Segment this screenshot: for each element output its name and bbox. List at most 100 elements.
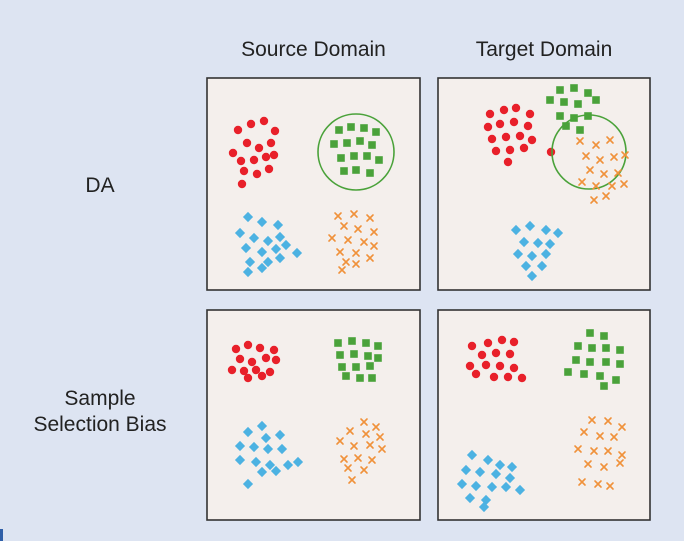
blue-class-point [456, 478, 468, 490]
blue-class-point [494, 459, 506, 471]
red-class-point [487, 134, 497, 144]
panel-da-target [437, 77, 651, 291]
orange-class-point [346, 427, 354, 435]
orange-class-point [344, 464, 352, 472]
blue-class-point [466, 449, 478, 461]
orange-class-point [366, 214, 374, 222]
red-class-point [525, 109, 535, 119]
red-class-point [233, 125, 243, 135]
orange-class-point [604, 417, 612, 425]
blue-class-point [504, 472, 516, 484]
red-class-point [489, 372, 499, 382]
orange-class-point [366, 441, 374, 449]
orange-class-point [372, 423, 380, 431]
blue-class-point [470, 480, 482, 492]
green-class-point [572, 356, 580, 364]
red-class-point [477, 350, 487, 360]
sample-selection-bias-label-line1: Sample [64, 387, 136, 410]
orange-class-point [592, 141, 600, 149]
orange-class-point [588, 416, 596, 424]
orange-class-point [576, 137, 584, 145]
blue-class-point [234, 454, 246, 466]
red-class-point [523, 121, 533, 131]
blue-class-point [490, 468, 502, 480]
orange-class-point [352, 260, 360, 268]
green-class-point [342, 372, 350, 380]
red-class-point [509, 337, 519, 347]
red-class-point [515, 131, 525, 141]
red-class-point [231, 344, 241, 354]
green-class-point [564, 368, 572, 376]
green-class-point [350, 350, 358, 358]
orange-class-point [621, 151, 629, 159]
blue-class-point [520, 260, 532, 272]
orange-class-point [366, 254, 374, 262]
blue-class-point [506, 461, 518, 473]
orange-class-point [360, 466, 368, 474]
red-class-point [266, 138, 276, 148]
green-class-point [616, 360, 624, 368]
blue-class-point [274, 429, 286, 441]
red-class-point [264, 164, 274, 174]
green-class-point [560, 98, 568, 106]
orange-class-point [350, 210, 358, 218]
orange-class-point [354, 225, 362, 233]
orange-class-point [370, 242, 378, 250]
red-class-point [509, 363, 519, 373]
blue-class-point [291, 247, 303, 259]
blue-class-point [256, 262, 268, 274]
red-class-point [271, 355, 281, 365]
orange-class-point [616, 459, 624, 467]
green-class-point [556, 86, 564, 94]
green-class-point [337, 154, 345, 162]
green-class-point [596, 372, 604, 380]
panel-bias-target [437, 309, 651, 521]
orange-class-point [618, 423, 626, 431]
blue-class-point [242, 426, 254, 438]
green-class-point [562, 122, 570, 130]
green-class-point [374, 354, 382, 362]
blue-class-point [250, 456, 262, 468]
orange-class-point [590, 447, 598, 455]
orange-class-point [344, 236, 352, 244]
orange-class-point [606, 482, 614, 490]
blue-class-point [264, 459, 276, 471]
blue-class-point [486, 481, 498, 493]
green-class-point [374, 342, 382, 350]
orange-class-point [582, 152, 590, 160]
green-class-point [574, 100, 582, 108]
green-class-point [338, 363, 346, 371]
orange-class-point [620, 180, 628, 188]
orange-class-point [350, 442, 358, 450]
green-class-point [360, 124, 368, 132]
orange-class-point [338, 266, 346, 274]
red-class-point [227, 365, 237, 375]
red-class-point [485, 109, 495, 119]
red-class-point [269, 345, 279, 355]
red-class-point [246, 119, 256, 129]
orange-class-point [608, 182, 616, 190]
da-row-label: DA [85, 174, 115, 197]
blue-class-point [234, 227, 246, 239]
red-class-point [483, 338, 493, 348]
blue-class-point [240, 242, 252, 254]
blue-class-point [234, 440, 246, 452]
green-class-point [366, 169, 374, 177]
red-class-point [501, 132, 511, 142]
red-class-point [247, 357, 257, 367]
red-class-point [243, 340, 253, 350]
blue-class-point [282, 459, 294, 471]
orange-class-point [604, 447, 612, 455]
red-class-point [261, 152, 271, 162]
green-class-point [363, 152, 371, 160]
orange-class-point [606, 136, 614, 144]
blue-class-point [474, 466, 486, 478]
orange-class-point [600, 463, 608, 471]
orange-class-point [618, 451, 626, 459]
orange-class-point [336, 248, 344, 256]
red-class-point [236, 156, 246, 166]
red-class-point [497, 335, 507, 345]
orange-class-point [602, 192, 610, 200]
orange-class-point [360, 418, 368, 426]
red-class-point [527, 135, 537, 145]
